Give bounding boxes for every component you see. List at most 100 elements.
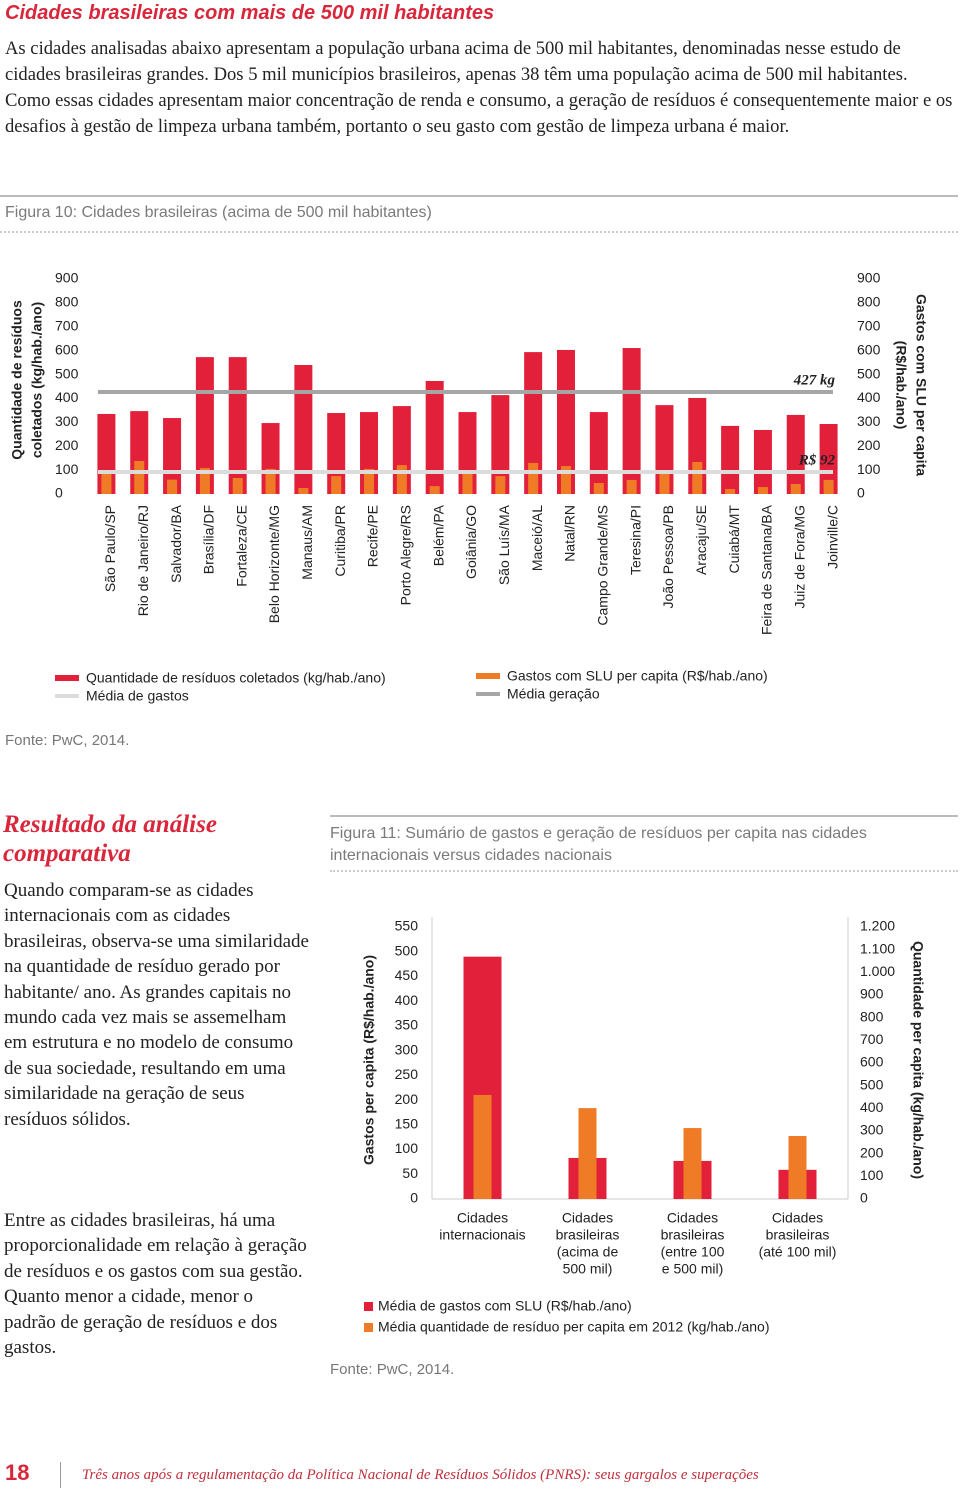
y2-tick-label: 900 (857, 270, 881, 286)
y-tick-label: 300 (55, 413, 79, 429)
bar (491, 395, 510, 494)
x-tick-label: João Pessoa/PB (660, 505, 676, 609)
y-tick-label: 350 (395, 1017, 419, 1033)
bar (757, 487, 768, 494)
divider (60, 1462, 61, 1488)
bar (396, 465, 407, 494)
y2-tick-label: 200 (860, 1144, 884, 1160)
intro-paragraph: As cidades analisadas abaixo apresentam … (5, 38, 953, 137)
bar (788, 1135, 807, 1199)
y-tick-label: 900 (55, 270, 79, 286)
legend-label: Média de gastos com SLU (R$/hab./ano) (378, 1298, 632, 1314)
x-tick-label: Fortaleza/CE (233, 505, 249, 587)
rule (0, 231, 958, 233)
bar (331, 476, 342, 494)
y-tick-label: 500 (395, 942, 419, 958)
bar (199, 467, 210, 494)
y-tick-label: 100 (55, 461, 79, 477)
bar (659, 470, 670, 494)
x-tick-label: Juiz de Fora/MG (791, 505, 807, 608)
bar (134, 461, 145, 494)
x-tick-label: brasileiras (556, 1227, 620, 1243)
rule (330, 815, 958, 817)
y2-tick-label: 0 (860, 1190, 868, 1206)
legend-label: Quantidade de resíduos coletados (kg/hab… (86, 670, 386, 686)
y2-tick-label: 200 (857, 437, 881, 453)
y2-tick-label: 900 (860, 986, 884, 1002)
legend-swatch (364, 1302, 373, 1311)
x-tick-label: Belo Horizonte/MG (266, 505, 282, 623)
x-tick-label: Manaus/AM (299, 505, 315, 580)
legend-label: Gastos com SLU per capita (R$/hab./ano) (507, 668, 768, 684)
source: Fonte: PwC, 2014. (5, 732, 130, 749)
x-tick-label: Cuiabá/MT (726, 505, 742, 574)
y2-tick-label: 800 (857, 294, 881, 310)
x-tick-label: Recife/PE (365, 505, 381, 567)
bar (163, 418, 182, 494)
source: Fonte: PwC, 2014. (330, 1361, 455, 1378)
x-tick-label: (entre 100 (661, 1244, 725, 1260)
bar (425, 381, 444, 494)
chart: 0 100 200 300 400 500 600 700 800 900 0 100 200 300 40… (9, 270, 930, 704)
bar (101, 470, 112, 494)
y2-tick-label: 500 (860, 1076, 884, 1092)
bar (495, 476, 506, 494)
y-tick-label: 500 (55, 365, 79, 381)
bar (786, 414, 805, 494)
y2-tick-label: 600 (860, 1054, 884, 1070)
chart: 0 50 100 150 200 250 300 350 400 450 500 550 0 100 200… (361, 917, 926, 1335)
y-tick-label: 400 (55, 389, 79, 405)
x-tick-label: Rio de Janeiro/RJ (135, 505, 151, 616)
bar (578, 1108, 597, 1199)
bar (683, 1128, 702, 1199)
y2-tick-label: 300 (857, 413, 881, 429)
y-tick-label: 100 (395, 1140, 419, 1156)
y-axis-label: Quantidade de resíduos (9, 300, 25, 460)
x-tick-label: Joinville/C (824, 505, 840, 569)
x-tick-label: (acima de (557, 1244, 619, 1260)
bar (473, 1094, 492, 1199)
x-tick-label: (até 100 mil) (759, 1244, 837, 1260)
bar (294, 365, 313, 494)
y2-tick-label: 700 (857, 317, 881, 333)
bar (721, 425, 740, 494)
x-tick-label: Goiânia/GO (463, 505, 479, 579)
y2-tick-label: 600 (857, 341, 881, 357)
x-tick-label: Cidades (667, 1210, 718, 1226)
figure-caption: Figura 10: Cidades brasileiras (acima de… (5, 204, 432, 221)
y2-axis-label: (R$/hab./ano) (893, 341, 909, 430)
bar (560, 466, 571, 494)
section-title: Resultado da análise comparativa (3, 811, 217, 867)
x-tick-label: São Paulo/SP (102, 505, 118, 592)
y-tick-label: 450 (395, 967, 419, 983)
y2-tick-label: 300 (860, 1122, 884, 1138)
x-tick-label: e 500 mil) (662, 1261, 723, 1277)
y-tick-label: 0 (410, 1190, 418, 1206)
x-tick-label: internacionais (439, 1227, 525, 1243)
x-tick-label: 500 mil) (563, 1261, 613, 1277)
y2-tick-label: 0 (857, 485, 865, 501)
y2-tick-label: 800 (860, 1008, 884, 1024)
reference-label: R$ 92 (798, 452, 836, 468)
bar (364, 468, 375, 494)
page-number: 18 (5, 1460, 30, 1485)
x-tick-label: São Luís/MA (496, 504, 512, 585)
y-tick-label: 0 (55, 485, 63, 501)
legend-label: Média quantidade de resíduo per capita e… (378, 1319, 770, 1335)
bar (692, 461, 703, 494)
bar (167, 479, 178, 494)
y-tick-label: 150 (395, 1116, 419, 1132)
bar (725, 488, 736, 494)
bar (626, 479, 637, 494)
bar (462, 472, 473, 494)
y-axis-label: Gastos per capita (R$/hab./ano) (361, 955, 377, 1165)
y-tick-label: 50 (402, 1165, 418, 1181)
x-tick-label: Cidades (457, 1210, 508, 1226)
y2-tick-label: 400 (857, 389, 881, 405)
y2-tick-label: 100 (857, 461, 881, 477)
reference-label: 427 kg (793, 372, 836, 388)
bar (524, 352, 543, 494)
y2-tick-label: 1.200 (860, 918, 895, 934)
y-tick-label: 800 (55, 294, 79, 310)
